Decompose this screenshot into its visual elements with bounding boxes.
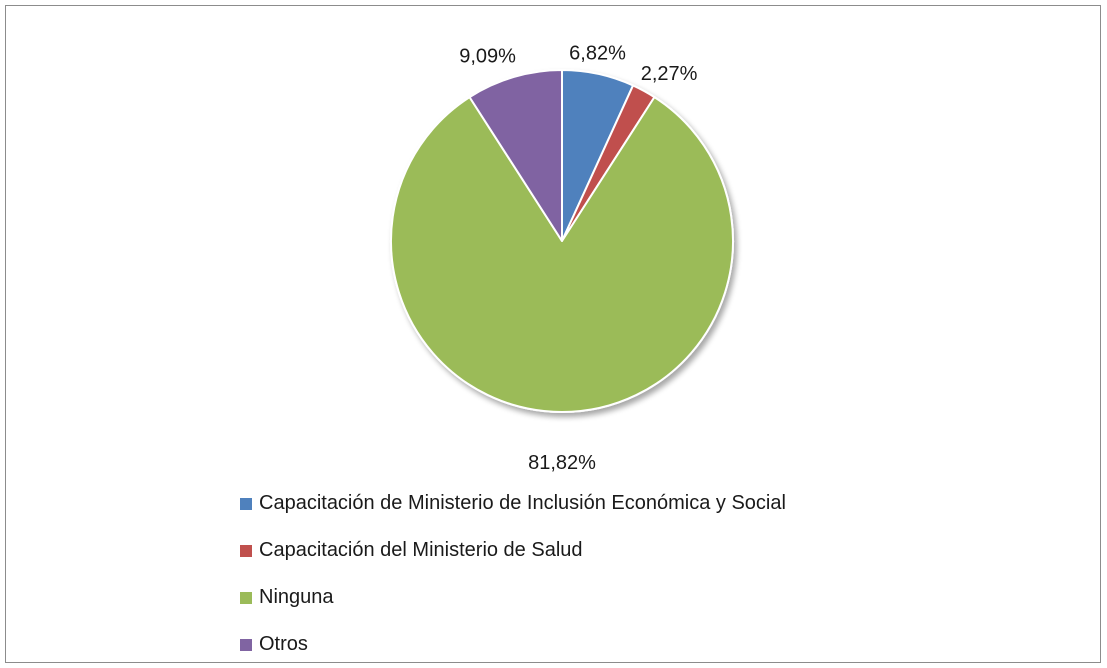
legend-label: Capacitación del Ministerio de Salud: [259, 539, 583, 561]
legend-item: Capacitación de Ministerio de Inclusión …: [240, 480, 786, 527]
legend-item: Ninguna: [240, 574, 786, 621]
data-label-3: 81,82%: [528, 452, 596, 474]
chart-legend: Capacitación de Ministerio de Inclusión …: [240, 480, 786, 668]
legend-label: Capacitación de Ministerio de Inclusión …: [259, 492, 786, 514]
data-labels: 6,82% 2,27% 81,82% 9,09%: [459, 42, 697, 474]
legend-label: Ninguna: [259, 586, 334, 608]
legend-swatch: [240, 497, 252, 510]
legend-item: Otros: [240, 621, 786, 668]
data-label-1: 6,82%: [569, 42, 626, 64]
data-label-4: 9,09%: [459, 46, 516, 68]
pie-slice-3: [390, 96, 734, 413]
pie-slice-4: [468, 69, 563, 242]
pie-slices: [390, 69, 734, 413]
legend-swatch: [240, 638, 252, 651]
legend-swatch: [240, 544, 252, 557]
legend-label: Otros: [259, 633, 308, 655]
legend-swatch: [240, 591, 252, 604]
data-label-2: 2,27%: [641, 63, 698, 85]
legend-item: Capacitación del Ministerio de Salud: [240, 527, 786, 574]
